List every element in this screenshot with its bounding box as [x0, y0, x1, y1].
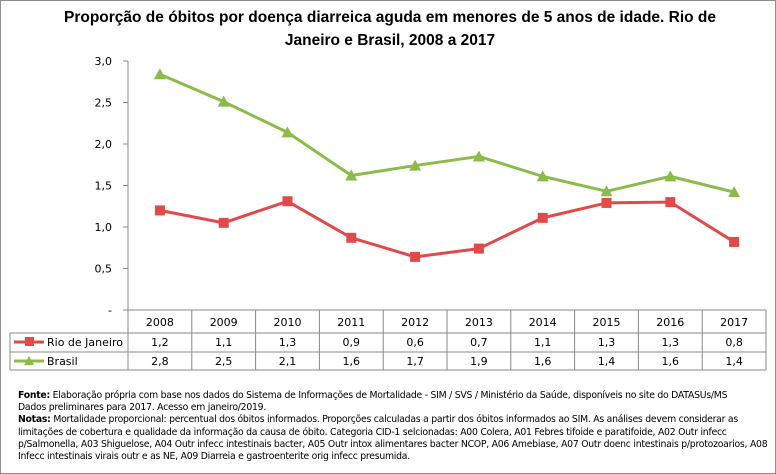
y-tick-label: 2,5	[95, 97, 113, 110]
data-point	[472, 150, 485, 162]
x-tick-label: 2017	[720, 316, 748, 329]
x-tick-label: 2012	[401, 316, 429, 329]
table-cell: 1,3	[279, 336, 297, 349]
data-point	[473, 243, 484, 254]
x-tick-label: 2008	[146, 316, 174, 329]
series-line-0	[159, 199, 735, 259]
data-point	[345, 169, 358, 181]
x-tick-label: 2011	[337, 316, 365, 329]
y-tick-label: 0,5	[95, 263, 113, 276]
table-cell: 1,3	[598, 336, 616, 349]
table-cell: 1,4	[598, 355, 616, 368]
table-cell: 1,7	[406, 355, 424, 368]
table-cell: 0,7	[470, 336, 488, 349]
x-tick-label: 2009	[210, 316, 238, 329]
table-cell: 1,3	[662, 336, 680, 349]
table-cell: 0,6	[406, 336, 424, 349]
table-cell: 1,1	[215, 336, 233, 349]
data-point	[665, 197, 676, 208]
data-point	[729, 236, 740, 247]
x-tick-label: 2015	[593, 316, 621, 329]
chart-title: Proporção de óbitos por doença diarreica…	[63, 9, 717, 49]
table-cell: 1,6	[534, 355, 552, 368]
legend-label: Rio de Janeiro	[47, 336, 123, 349]
data-point	[153, 68, 166, 80]
x-tick-label: 2014	[529, 316, 557, 329]
data-point	[154, 205, 165, 216]
y-tick-label: 2,0	[95, 138, 113, 151]
data-point	[537, 212, 548, 223]
table-cell: 1,2	[151, 336, 169, 349]
data-point	[664, 170, 677, 182]
y-tick-label: -	[108, 304, 112, 317]
table-cell: 2,5	[215, 355, 233, 368]
notas-label: Notas:	[18, 414, 51, 426]
table-cell: 1,6	[662, 355, 680, 368]
table-cell: 0,8	[725, 336, 743, 349]
data-point	[281, 126, 294, 138]
data-point	[409, 159, 422, 171]
y-tick-label: 1,0	[95, 221, 113, 234]
data-point	[728, 186, 741, 198]
table-cell: 2,8	[151, 355, 169, 368]
legend-label: Brasil	[47, 355, 78, 368]
legend-marker	[25, 337, 34, 346]
table-cell: 1,4	[725, 355, 743, 368]
y-tick-label: 3,0	[95, 55, 113, 68]
x-tick-label: 2013	[465, 316, 493, 329]
table-cell: 0,9	[343, 336, 361, 349]
footnotes: Fonte: Elaboração própria com base nos d…	[18, 390, 768, 463]
table-cell: 1,6	[343, 355, 361, 368]
y-tick-label: 1,5	[95, 180, 113, 193]
table-cell: 1,1	[534, 336, 552, 349]
data-point	[410, 251, 421, 262]
notas-text: Mortalidade proporcional: percentual dos…	[18, 414, 768, 463]
data-point	[217, 95, 230, 107]
data-point	[601, 197, 612, 208]
data-point	[282, 196, 293, 207]
data-point	[600, 185, 613, 197]
data-point	[218, 217, 229, 228]
fonte-label: Fonte:	[18, 390, 50, 401]
fonte-line2: Dados preliminares para 2017. Acesso em …	[18, 402, 267, 414]
fonte-text: Elaboração própria com base nos dados do…	[49, 390, 728, 401]
table-cell: 1,9	[470, 355, 488, 368]
table-cell: 2,1	[279, 355, 297, 368]
legend-marker	[24, 356, 34, 365]
series-line-1	[159, 72, 735, 194]
data-point	[346, 232, 357, 243]
x-tick-label: 2016	[656, 316, 684, 329]
x-tick-label: 2010	[274, 316, 302, 329]
data-point	[536, 170, 549, 182]
